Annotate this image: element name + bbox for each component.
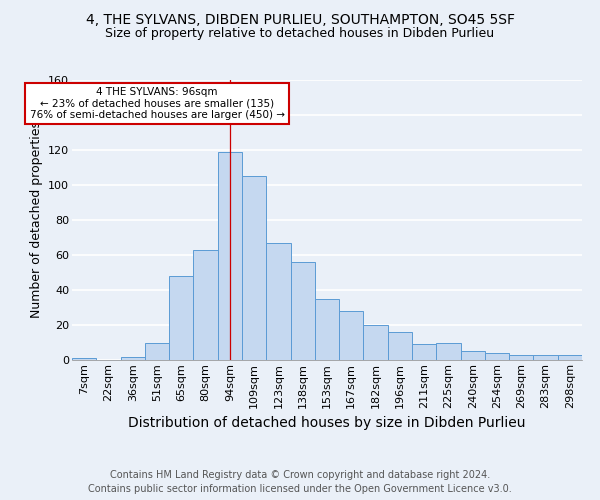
X-axis label: Distribution of detached houses by size in Dibden Purlieu: Distribution of detached houses by size …: [128, 416, 526, 430]
Bar: [461, 351, 485, 360]
Bar: [339, 311, 364, 360]
Bar: [436, 342, 461, 360]
Bar: [290, 262, 315, 360]
Bar: [145, 342, 169, 360]
Text: 4, THE SYLVANS, DIBDEN PURLIEU, SOUTHAMPTON, SO45 5SF: 4, THE SYLVANS, DIBDEN PURLIEU, SOUTHAMP…: [86, 12, 515, 26]
Bar: [388, 332, 412, 360]
Bar: [242, 176, 266, 360]
Bar: [485, 353, 509, 360]
Bar: [558, 355, 582, 360]
Bar: [121, 356, 145, 360]
Bar: [169, 276, 193, 360]
Text: Size of property relative to detached houses in Dibden Purlieu: Size of property relative to detached ho…: [106, 28, 494, 40]
Y-axis label: Number of detached properties: Number of detached properties: [29, 122, 43, 318]
Bar: [315, 298, 339, 360]
Bar: [72, 358, 96, 360]
Bar: [533, 355, 558, 360]
Bar: [193, 250, 218, 360]
Bar: [218, 152, 242, 360]
Text: Contains HM Land Registry data © Crown copyright and database right 2024.
Contai: Contains HM Land Registry data © Crown c…: [88, 470, 512, 494]
Bar: [364, 325, 388, 360]
Bar: [509, 355, 533, 360]
Bar: [266, 243, 290, 360]
Text: 4 THE SYLVANS: 96sqm
← 23% of detached houses are smaller (135)
76% of semi-deta: 4 THE SYLVANS: 96sqm ← 23% of detached h…: [29, 87, 284, 120]
Bar: [412, 344, 436, 360]
